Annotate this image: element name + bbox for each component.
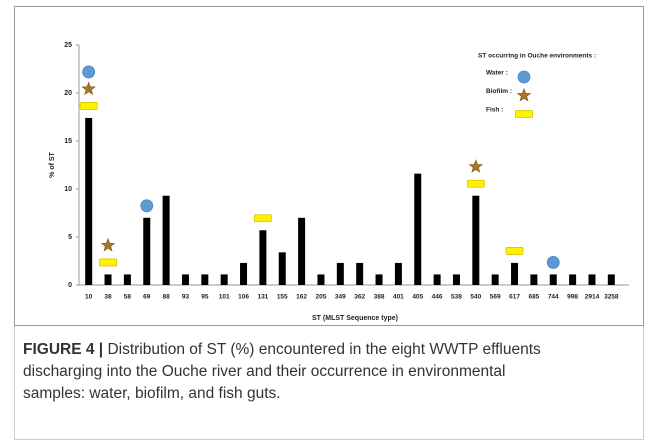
biofilm-marker [468, 159, 484, 173]
bar [123, 274, 131, 285]
x-tick-label: 205 [316, 294, 327, 301]
bar [569, 274, 577, 285]
x-tick-label: 405 [412, 294, 423, 301]
bar [181, 274, 189, 285]
y-tick-label: 5 [68, 234, 72, 241]
bar [143, 217, 151, 285]
caption-line: Distribution of ST (%) encountered in th… [103, 341, 541, 358]
x-tick-label: 446 [432, 294, 443, 301]
bar [472, 195, 480, 285]
x-tick-label: 2914 [585, 294, 600, 301]
x-tick-label: 540 [470, 294, 481, 301]
y-axis-label: % of ST [49, 151, 56, 177]
fish-marker [253, 214, 272, 223]
biofilm-marker [81, 81, 96, 96]
caption: FIGURE 4 | Distribution of ST (%) encoun… [14, 326, 644, 440]
fish-marker [99, 258, 117, 267]
legend-label: Biofilm : [486, 88, 512, 95]
fish-marker [505, 247, 524, 255]
chart-frame [14, 6, 644, 326]
bar [452, 274, 460, 285]
water-marker [140, 199, 154, 213]
bar [317, 274, 325, 285]
x-tick-label: 569 [490, 294, 501, 301]
bar [240, 262, 248, 285]
water-marker [546, 256, 560, 269]
biofilm-marker [100, 237, 116, 252]
bar [336, 262, 344, 285]
y-tick-label: 25 [64, 42, 72, 49]
y-tick-label: 0 [68, 282, 72, 289]
caption-line: discharging into the Ouche river and the… [23, 363, 506, 380]
legend-title: ST occurring in Ouche environments : [478, 53, 596, 60]
bar [607, 274, 615, 285]
bar [278, 252, 286, 285]
x-tick-label: 131 [257, 294, 268, 301]
x-tick-label: 162 [296, 294, 307, 301]
x-tick-label: 69 [143, 294, 151, 301]
x-axis-label: ST (MLST Sequence type) [312, 315, 398, 322]
chart: % of ST ST (MLST Sequence type) ST occur… [49, 42, 629, 322]
bar [298, 217, 306, 285]
bar [433, 274, 441, 285]
bar [491, 274, 499, 285]
x-tick-label: 88 [162, 294, 170, 301]
x-tick-label: 401 [393, 294, 404, 301]
bar [588, 274, 596, 285]
bar [201, 274, 209, 285]
bar [375, 274, 383, 285]
x-tick-label: 617 [509, 294, 520, 301]
water-marker [82, 65, 96, 79]
x-tick-label: 998 [567, 294, 578, 301]
x-tick-label: 58 [124, 294, 132, 301]
legend-label: Water : [486, 70, 508, 77]
x-tick-label: 95 [201, 294, 209, 301]
bar [549, 274, 557, 285]
x-tick-label: 349 [335, 294, 346, 301]
bar [85, 117, 93, 286]
bar [162, 195, 170, 285]
x-tick-label: 362 [354, 294, 365, 301]
x-tick-label: 744 [548, 294, 559, 301]
x-tick-label: 106 [238, 294, 249, 301]
bar [394, 262, 402, 285]
legend-label: Fish : [486, 107, 503, 114]
bar [259, 230, 267, 285]
x-tick-label: 685 [528, 294, 539, 301]
bar [511, 262, 519, 285]
bar [414, 173, 422, 285]
x-tick-label: 101 [219, 294, 230, 301]
caption-label: FIGURE 4 | [23, 341, 104, 358]
x-tick-label: 538 [451, 294, 462, 301]
y-tick-label: 20 [64, 90, 72, 97]
caption-line: samples: water, biofilm, and fish guts. [23, 385, 281, 402]
water-marker [517, 70, 531, 84]
biofilm-marker [516, 87, 532, 102]
y-tick-label: 10 [64, 186, 72, 193]
x-tick-label: 155 [277, 294, 288, 301]
y-tick-label: 15 [64, 138, 72, 145]
fish-marker [515, 110, 533, 118]
fish-marker [466, 179, 485, 188]
x-tick-label: 10 [85, 294, 93, 301]
x-tick-label: 388 [374, 294, 385, 301]
x-tick-label: 93 [182, 294, 190, 301]
x-tick-label: 3258 [604, 294, 619, 301]
bar [530, 274, 538, 285]
bar [356, 262, 364, 285]
x-tick-label: 38 [104, 294, 112, 301]
fish-marker [79, 102, 98, 110]
bar [104, 274, 112, 285]
bar [220, 274, 228, 285]
